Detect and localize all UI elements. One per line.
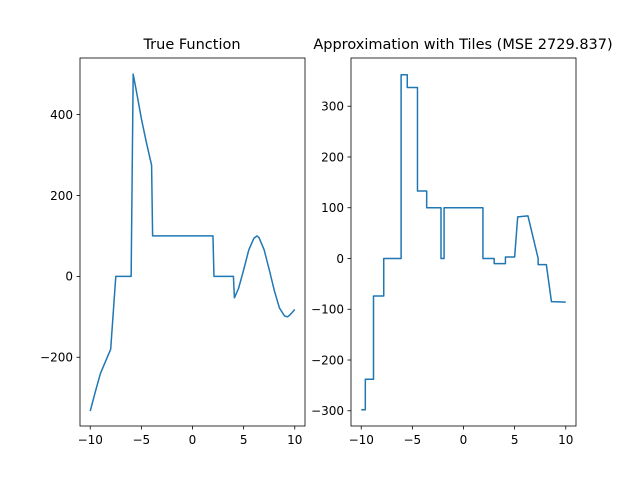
y-tick-label: −200 bbox=[311, 353, 344, 367]
y-tick-label: 0 bbox=[336, 252, 344, 266]
plot-area: −10 −5 0 5 10 −200 0 200 400 bbox=[40, 57, 306, 447]
x-tick-label: −10 bbox=[78, 433, 103, 447]
x-tick-label: −5 bbox=[404, 433, 422, 447]
x-tick-label: 10 bbox=[287, 433, 302, 447]
y-tick-label: 100 bbox=[321, 201, 344, 215]
panel-title: True Function bbox=[142, 37, 240, 53]
panel-true-function: True Function −10 −5 0 5 10 −200 0 200 400 bbox=[40, 37, 306, 447]
panel-approximation: Approximation with Tiles (MSE 2729.837) … bbox=[311, 37, 613, 447]
x-tick-label: −10 bbox=[349, 433, 374, 447]
y-tick-label: 200 bbox=[321, 150, 344, 164]
x-tick-label: −5 bbox=[133, 433, 151, 447]
y-tick-label: −200 bbox=[40, 351, 73, 365]
y-tick-label: −100 bbox=[311, 303, 344, 317]
y-tick-label: 300 bbox=[321, 100, 344, 114]
x-tick-label: 5 bbox=[511, 433, 519, 447]
x-tick-label: 10 bbox=[558, 433, 573, 447]
series-line bbox=[89, 73, 296, 412]
y-tick-label: −300 bbox=[311, 404, 344, 418]
plot-area: −10 −5 0 5 10 −300 −200 −100 0 100 200 300 bbox=[311, 57, 577, 447]
x-tick-label: 0 bbox=[189, 433, 197, 447]
y-tick-label: 0 bbox=[65, 270, 73, 284]
panel-title: Approximation with Tiles (MSE 2729.837) bbox=[313, 37, 612, 53]
y-tick-label: 200 bbox=[50, 189, 73, 203]
y-tick-label: 400 bbox=[50, 108, 73, 122]
x-tick-label: 5 bbox=[240, 433, 248, 447]
series-line bbox=[361, 74, 566, 411]
x-tick-label: 0 bbox=[460, 433, 468, 447]
